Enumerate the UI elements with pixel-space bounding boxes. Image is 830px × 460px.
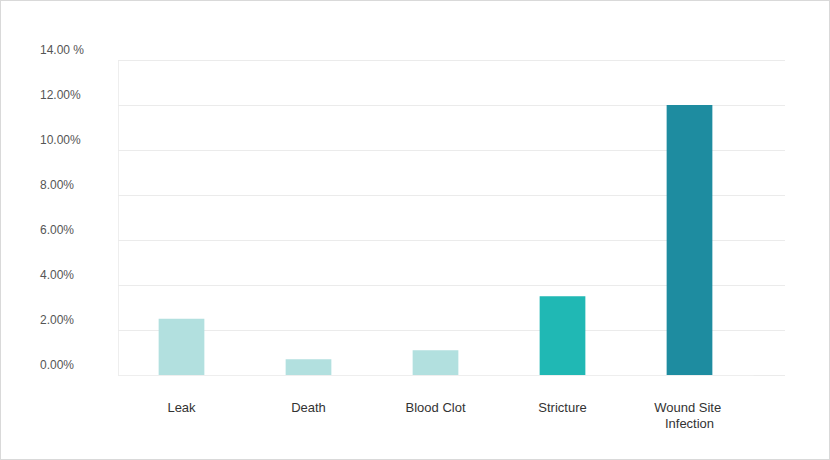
x-tick-label-line: Wound Site — [654, 400, 725, 415]
bars — [159, 105, 713, 375]
y-tick-label: 0.00% — [40, 358, 74, 372]
y-tick-label: 12.00% — [40, 88, 81, 102]
x-tick: Leak — [167, 400, 196, 415]
x-axis: Leak Death Blood Clot Stricture Wound Site I… — [119, 376, 754, 432]
y-tick-label: 2.00% — [40, 313, 74, 327]
x-tick-label: Stricture — [538, 400, 586, 415]
bar — [159, 319, 205, 375]
x-tick-label: Leak — [167, 400, 196, 415]
x-tick-label: Blood Clot — [406, 400, 466, 415]
bar — [667, 105, 713, 375]
y-tick-label: 8.00% — [40, 178, 74, 192]
x-tick-label: Wound Site Infection — [654, 400, 725, 431]
bar — [540, 296, 586, 375]
y-tick-label: 4.00% — [40, 268, 74, 282]
y-tick: 14.00 % — [40, 43, 785, 61]
x-tick-label: Death — [291, 400, 326, 415]
x-tick: Death — [291, 400, 326, 415]
y-tick: 12.00% — [40, 88, 785, 106]
grid-line — [118, 60, 785, 61]
y-axis: 0.00% 2.00% 4.00% 6.00% 8.00% 10.00% 12.00% 14.… — [40, 43, 785, 376]
y-axis-line — [118, 61, 119, 376]
y-tick-label: 6.00% — [40, 223, 74, 237]
x-tick: Blood Clot — [406, 400, 466, 415]
x-tick: Stricture — [538, 400, 586, 415]
y-tick-label: 14.00 % — [40, 43, 84, 57]
chart: 0.00% 2.00% 4.00% 6.00% 8.00% 10.00% 12.00% 14.… — [0, 0, 830, 460]
grid-line — [118, 375, 785, 376]
x-tick-label-line: Infection — [665, 416, 714, 431]
y-tick-label: 10.00% — [40, 133, 81, 147]
x-axis-line — [119, 375, 754, 376]
x-tick: Wound Site Infection — [654, 400, 725, 431]
bar — [413, 350, 459, 375]
frame — [1, 1, 830, 460]
bar — [286, 359, 332, 375]
